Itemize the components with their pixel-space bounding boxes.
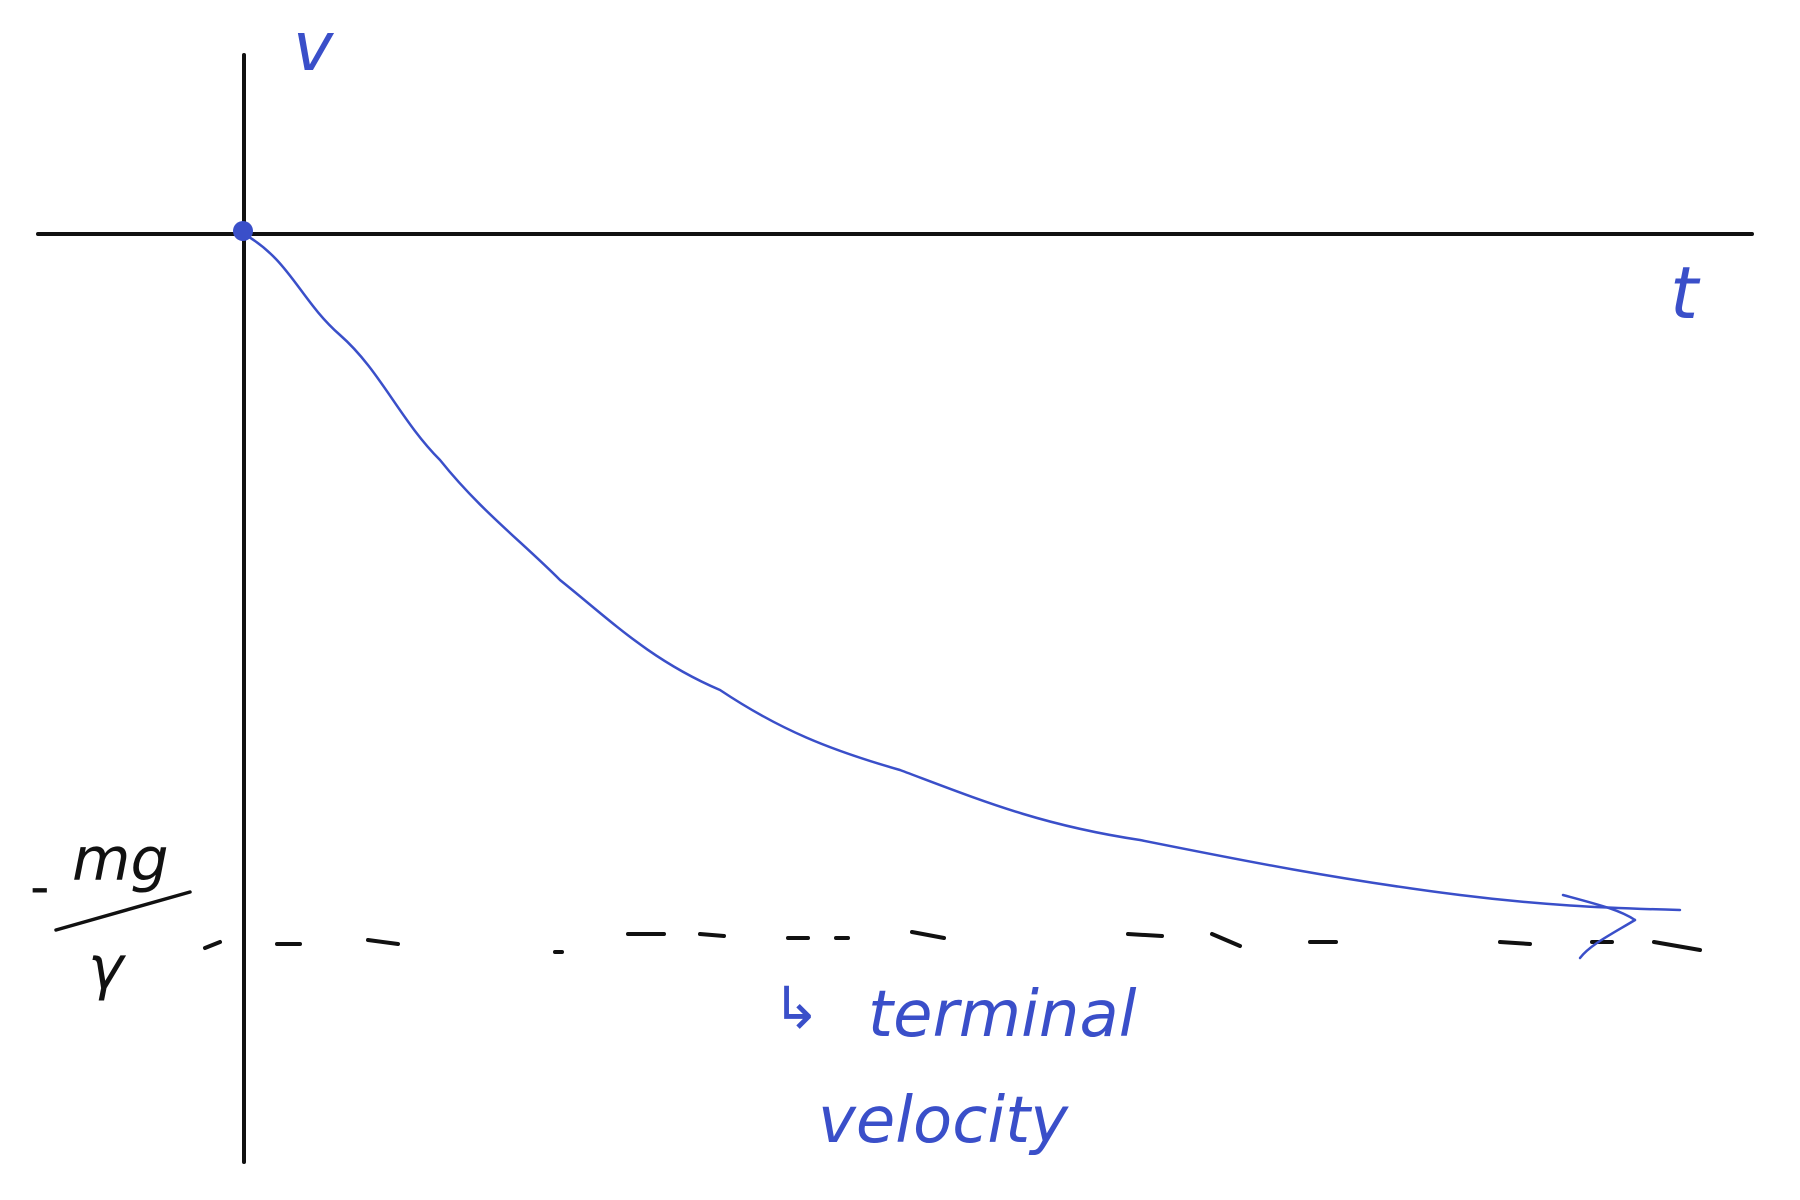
annotation-velocity: velocity: [818, 1084, 1069, 1158]
asymptote-fraction-bar: [54, 890, 192, 932]
curve-arrowhead: [1561, 893, 1637, 960]
terminal-velocity-asymptote: [203, 930, 1702, 954]
t-axis-label: t: [1670, 251, 1701, 335]
annotation-terminal: terminal: [868, 978, 1137, 1052]
annotation-arrow: ↳: [772, 974, 821, 1042]
asymptote-denominator: γ: [88, 933, 127, 1003]
asymptote-numerator: mg: [72, 825, 169, 895]
v-axis-label: v: [293, 8, 335, 87]
velocity-curve: [242, 232, 1682, 912]
asymptote-minus-sign: -: [30, 855, 50, 918]
origin-point: [233, 221, 253, 241]
